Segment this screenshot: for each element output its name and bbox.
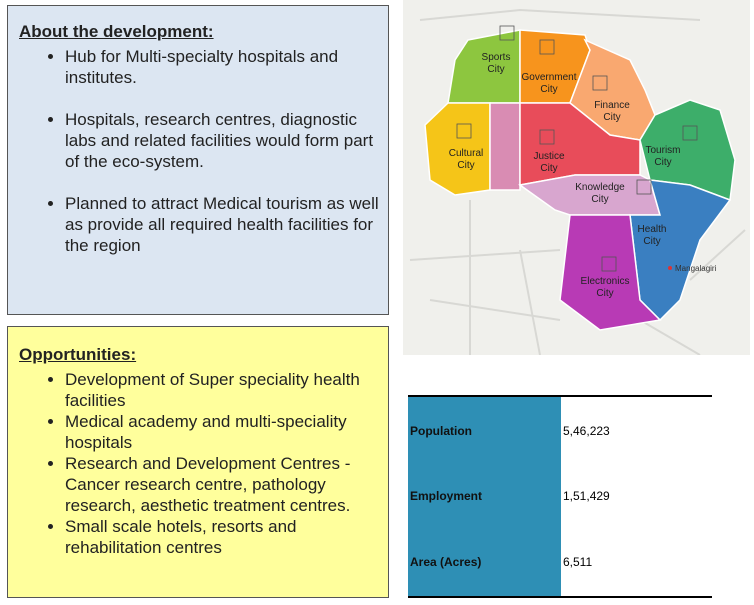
opportunities-box: Opportunities: Development of Super spec… (7, 326, 389, 598)
zone-label: Electronics (581, 276, 630, 287)
zone-label: Health (638, 224, 667, 235)
bullet: Planned to attract Medical tourism as we… (65, 193, 380, 256)
row-value: 6,511 (563, 555, 593, 570)
zone-label: Tourism (645, 145, 680, 156)
zone-label: Justice (533, 151, 565, 162)
zone-label: City (603, 112, 620, 123)
row-label: Population (408, 396, 561, 465)
stats-table: Population 5,46,223 Employment 1,51,429 Ar… (408, 395, 712, 598)
zone-label: City (540, 84, 557, 95)
about-box: About the development: Hub for Multi-spe… (7, 5, 389, 315)
opportunities-list: Development of Super speciality health f… (19, 369, 380, 558)
zone-label: City (654, 157, 671, 168)
row-value: 5,46,223 (563, 423, 610, 438)
zone-label: City (457, 160, 474, 171)
zone-label: Cultural (449, 148, 483, 159)
zone-label: Knowledge (575, 182, 625, 193)
zone-label: City (487, 64, 504, 75)
opportunities-title: Opportunities: (19, 345, 137, 364)
row: Employment 1,51,429 (408, 464, 712, 529)
bullet: Medical academy and multi-speciality hos… (65, 411, 380, 453)
zone-label: Government (521, 72, 576, 83)
hatch-icons (456, 25, 698, 272)
zone-label: City (643, 236, 660, 247)
bullet: Development of Super speciality health f… (65, 369, 380, 411)
row-label: Employment (408, 464, 561, 529)
zone-label: Finance (594, 100, 630, 111)
map: SportsCityGovernmentCityFinanceCityCultu… (403, 0, 750, 355)
place-label: Mangalagiri (675, 264, 717, 273)
zone-label: Sports (482, 52, 511, 63)
zone-label: City (591, 194, 608, 205)
row-value: 1,51,429 (563, 489, 610, 504)
zone-label: City (596, 288, 613, 299)
bullet: Hospitals, research centres, diagnostic … (65, 109, 380, 172)
row: Area (Acres) 6,511 (408, 528, 712, 597)
row: Population 5,46,223 (408, 396, 712, 465)
zone-label: City (540, 163, 557, 174)
zones (409, 8, 746, 355)
zone-labels: SportsCityGovernmentCityFinanceCityCultu… (449, 52, 717, 299)
bullet: Small scale hotels, resorts and rehabili… (65, 516, 380, 558)
bullet: Hub for Multi-specialty hospitals and in… (65, 46, 380, 88)
about-list: Hub for Multi-specialty hospitals and in… (19, 46, 380, 256)
bullet: Research and Development Centres - Cance… (65, 453, 380, 516)
roads (409, 8, 746, 355)
row-label: Area (Acres) (408, 528, 561, 597)
about-title: About the development: (19, 22, 214, 41)
